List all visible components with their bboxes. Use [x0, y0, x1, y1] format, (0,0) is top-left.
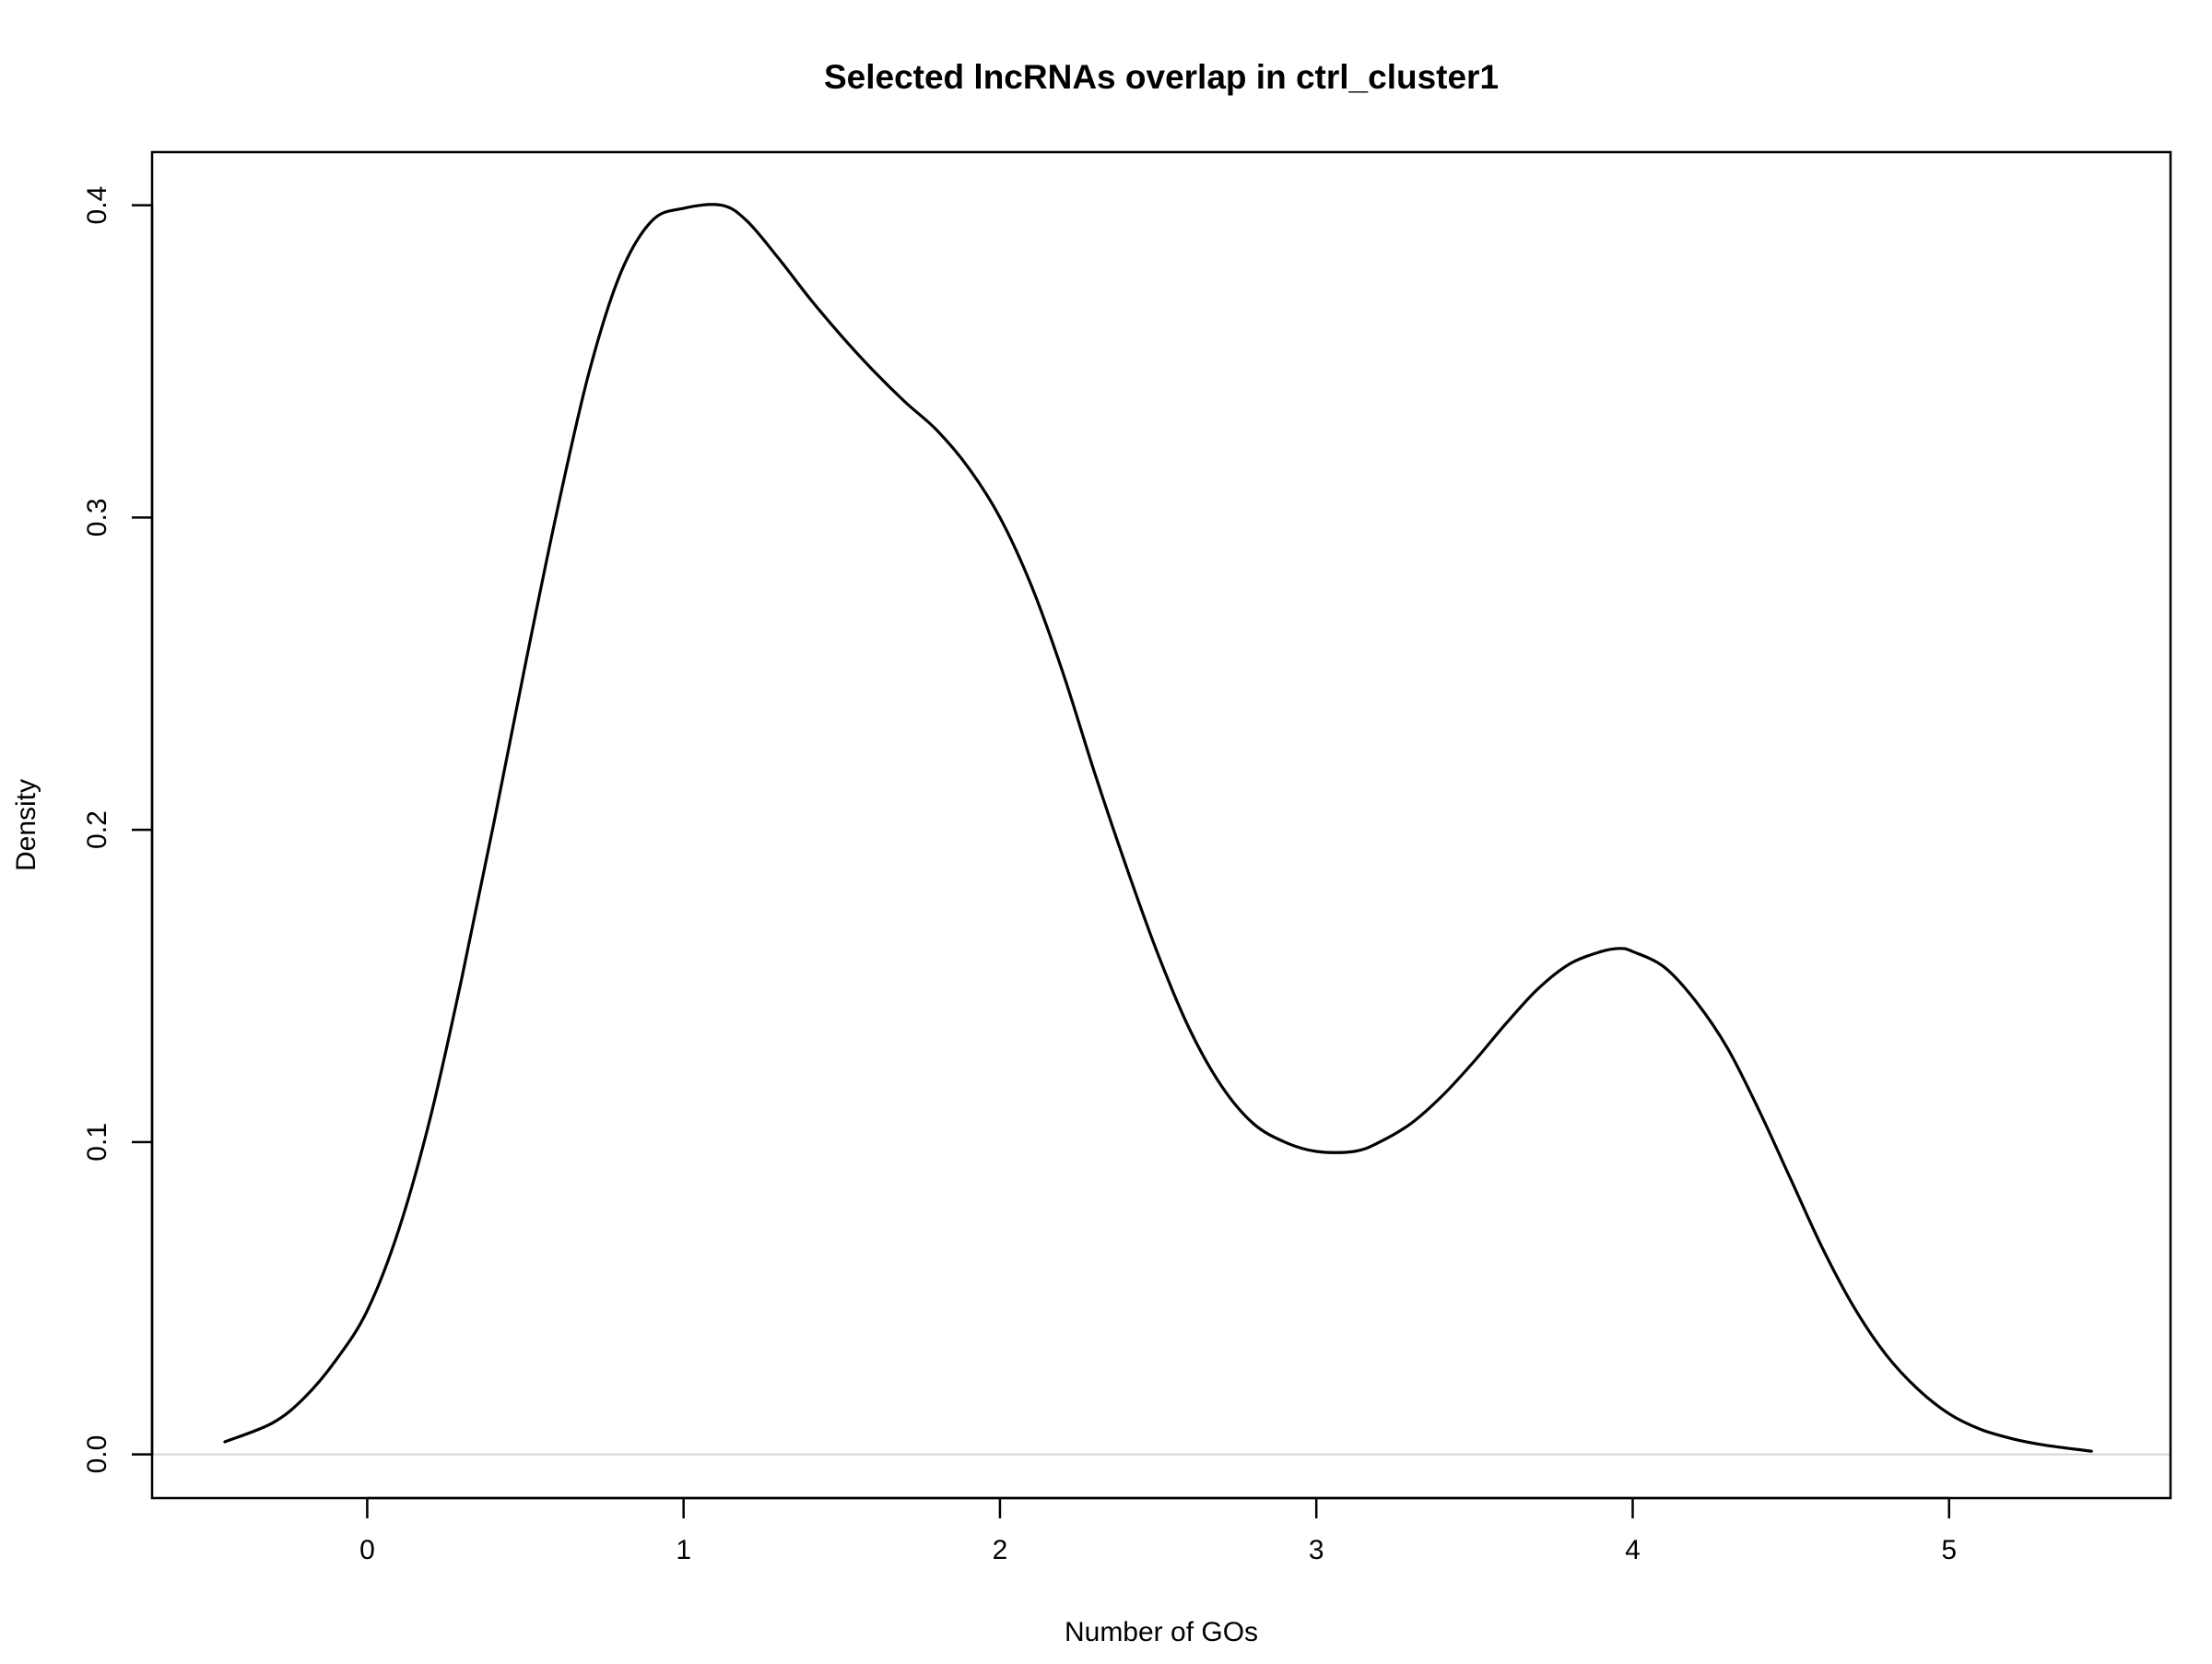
x-axis: 0 1 2 3 4 5	[359, 1496, 1957, 1565]
y-tick-label-0.2: 0.2	[82, 810, 112, 849]
y-axis: 0.0 0.1 0.2 0.3 0.4	[82, 186, 154, 1474]
curve-layer	[223, 203, 2093, 1453]
y-axis-title: Density	[11, 779, 41, 871]
x-axis-title: Number of GOs	[1065, 1617, 1258, 1647]
y-tick-label-0: 0.0	[82, 1435, 112, 1474]
x-tick-label-1: 1	[676, 1535, 691, 1565]
y-tick-label-0.1: 0.1	[82, 1123, 112, 1162]
x-tick-label-4: 4	[1625, 1535, 1641, 1565]
chart-title: Selected lncRNAs overlap in ctrl_cluster…	[824, 58, 1499, 96]
x-tick-label-2: 2	[993, 1535, 1008, 1565]
y-tick-label-0.3: 0.3	[82, 498, 112, 537]
y-tick-label-0.4: 0.4	[82, 186, 112, 225]
x-tick-label-3: 3	[1309, 1535, 1324, 1565]
x-tick-label-5: 5	[1941, 1535, 1957, 1565]
density-line-series-0	[223, 203, 2093, 1453]
x-tick-label-0: 0	[359, 1535, 375, 1565]
